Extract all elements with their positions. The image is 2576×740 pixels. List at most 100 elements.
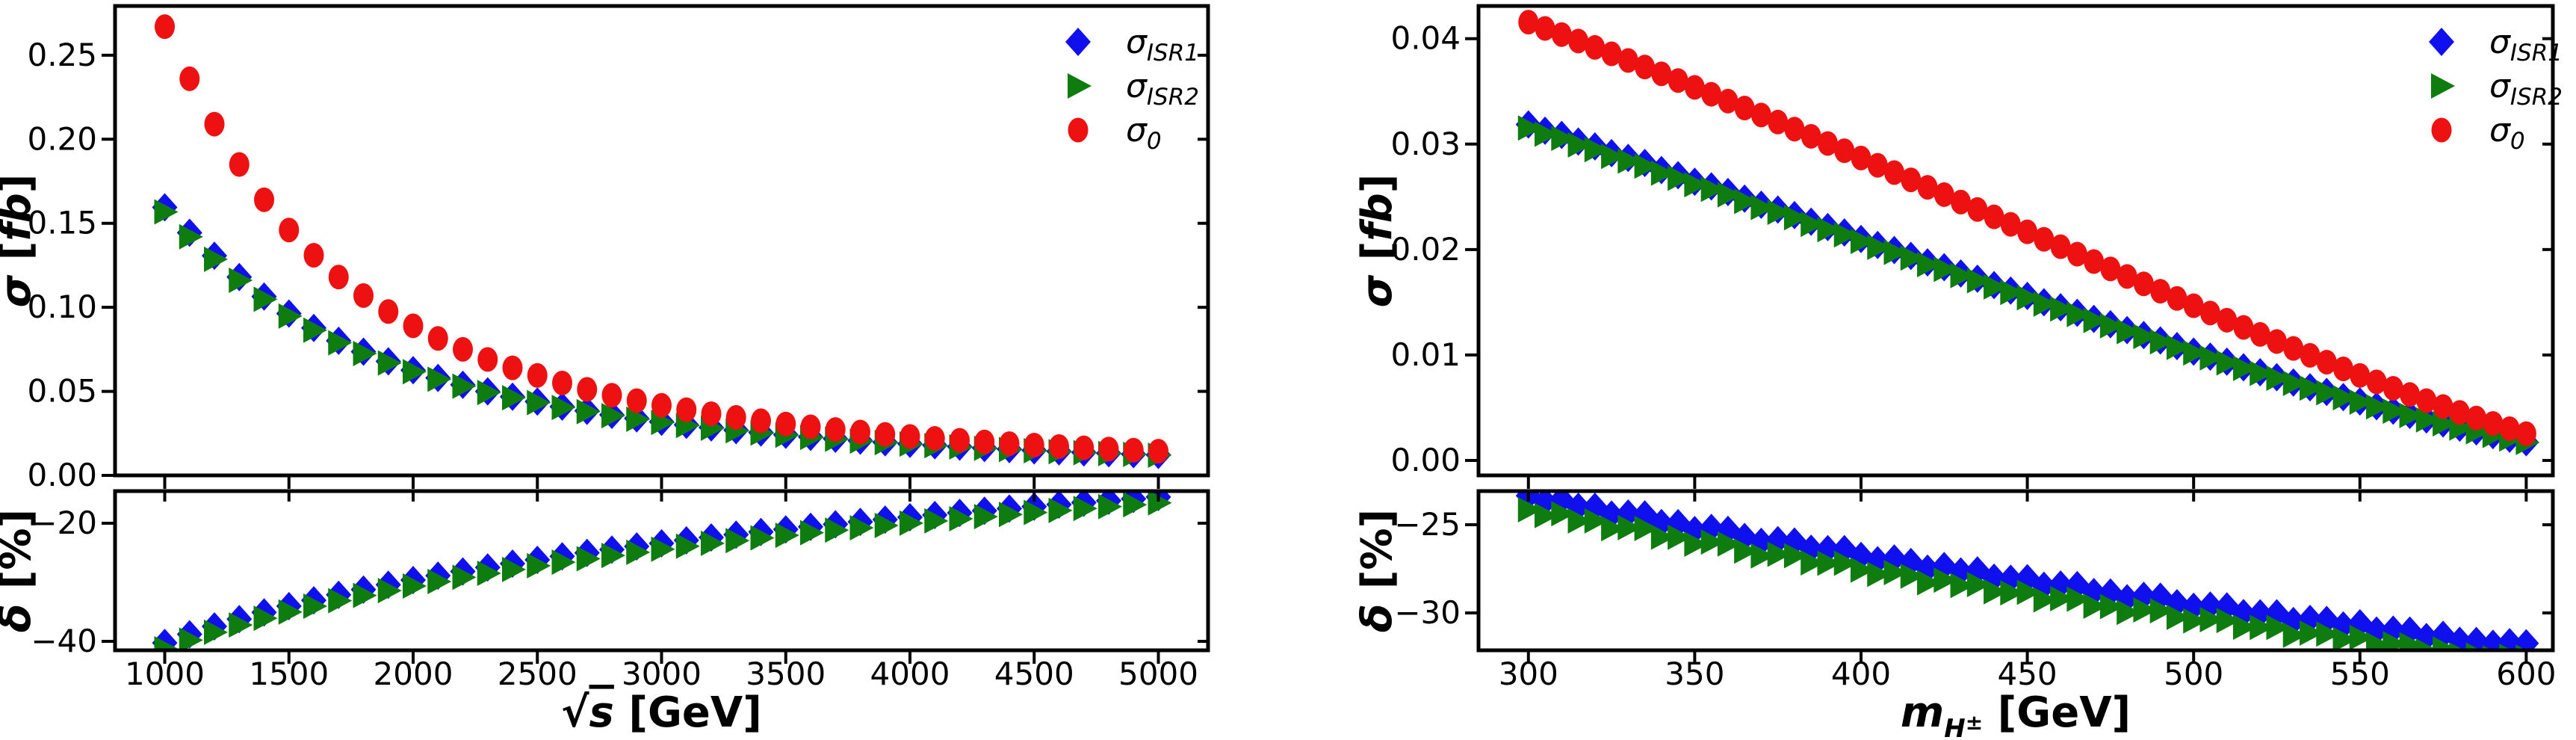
sigma_0-point (2515, 421, 2536, 446)
y-axis-tick-label: −30 (1394, 594, 1461, 631)
x-axis-tick-label: 4500 (994, 656, 1074, 692)
sigma_0-point (875, 422, 896, 447)
sigma_isr2-point (427, 366, 452, 392)
sigma_0-point (999, 431, 1020, 457)
sigma_isr2-point (1801, 550, 1825, 576)
sigma_0-point (2283, 336, 2304, 361)
sigma_isr2-point (1717, 531, 1741, 557)
sigma_0-point (1568, 28, 1589, 54)
sigma_isr2-point (1850, 557, 1874, 583)
y-axis-tick-label: 0.03 (1390, 126, 1461, 162)
sigma_isr2-point (353, 582, 377, 608)
sigma_isr2-point (2083, 593, 2108, 620)
sigma_0-point (626, 388, 647, 413)
sigma_isr2-point (1717, 182, 1741, 208)
sigma_0-point (2350, 363, 2371, 388)
sigma_isr2-point (1750, 543, 1775, 569)
sigma_isr2-point (1148, 491, 1172, 516)
sigma_isr2-point (1098, 493, 1122, 519)
sigma_isr2-point (775, 522, 799, 549)
sigma_0-point (2167, 286, 2188, 311)
y-axis-tick-label: −25 (1394, 506, 1461, 543)
sigma_isr2-point (2415, 407, 2440, 433)
sigma_isr2-point (1551, 501, 1576, 527)
sigma_0-point (775, 411, 796, 437)
sigma_0-point (2199, 300, 2220, 326)
legend-label: σ0 (2489, 111, 2525, 155)
sigma_isr2-point (1601, 144, 1626, 170)
sigma_0-point (453, 336, 473, 362)
sigma_0-point (800, 414, 821, 440)
sigma_0-point (427, 326, 448, 351)
sigma_isr2-point (626, 406, 651, 432)
delta-axis-label: δ [%] (0, 509, 40, 632)
x-axis-tick-label: 2500 (498, 656, 578, 692)
y-axis-tick-label: 0.00 (27, 457, 97, 493)
sigma_0-point (1768, 109, 1789, 135)
x-axis-tick-label: 600 (2496, 656, 2556, 692)
sigma_0-point (2316, 350, 2337, 375)
x-axis-tick-label: 350 (1665, 656, 1724, 692)
sigma_isr2-point (1750, 194, 1775, 221)
sigma_isr2-point (2300, 375, 2324, 401)
x-axis-tick-label: 550 (2330, 656, 2390, 692)
cross-section-vs-sqrt-s: 0.00 0.05 0.10 0.15 0.20 0.25 σ [fb] 1000 1500 20… (0, 4, 1210, 737)
sigma_isr2-point (1668, 165, 1692, 191)
sigma_isr2-point (303, 593, 327, 619)
sigma_0-point (725, 404, 746, 430)
sigma_isr2-point (1917, 252, 1942, 278)
sigma_0-point (378, 299, 399, 324)
sigma_0-point (2416, 388, 2437, 413)
sigma_isr2-point (2250, 614, 2274, 641)
sigma_0-point (1867, 152, 1888, 178)
circle-icon (2431, 117, 2452, 143)
sigma_0-point (204, 111, 225, 137)
sigma_0-point (1123, 437, 1144, 463)
sigma_isr2-point (1984, 579, 2008, 605)
sigma_0-point (601, 383, 622, 408)
sigma_0-point (2300, 342, 2320, 368)
sigma_isr2-point (2232, 355, 2257, 381)
sigma_isr2-point (1950, 262, 1975, 289)
sigma_0-point (1148, 439, 1168, 464)
sigma_isr2-point (278, 303, 303, 329)
sigma_0-point (1535, 16, 1555, 41)
sigma_isr2-point (1684, 172, 1709, 198)
sigma_isr2-point (253, 605, 278, 632)
sigma_0-point (2233, 315, 2254, 340)
sigma_0-point (2034, 226, 2055, 252)
triangle-right-icon (1068, 73, 1092, 99)
sigma_isr2-point (328, 330, 353, 356)
sigma_isr2-point (2199, 345, 2224, 371)
y-axis-tick-label: 0.25 (27, 37, 97, 73)
sigma_0-point (1684, 75, 1705, 100)
sigma_0-point (2366, 369, 2387, 395)
sigma_isr2-point (2000, 280, 2025, 306)
sigma_isr2-point (353, 340, 377, 366)
sigma_isr2-point (949, 505, 973, 531)
sigma_isr2-point (601, 543, 625, 569)
sigma_isr2-point (1783, 205, 1808, 231)
x-axis-label: √s [GeV] (561, 688, 762, 737)
cross-section-vs-sqrt-s-sigma-panel-data (152, 14, 1172, 469)
sigma_isr2-point (1535, 121, 1559, 147)
sigma_isr2-point (1551, 126, 1576, 152)
sigma_isr2-point (2399, 402, 2424, 428)
legend-item-sigma_isr1: σISR1 (1065, 23, 1199, 67)
x-axis-tick-label: 3500 (746, 656, 826, 692)
sigma_isr2-point (229, 612, 253, 638)
sigma_isr2-point (900, 510, 923, 536)
sigma_0-point (1801, 123, 1821, 149)
sigma_isr2-point (2282, 622, 2307, 648)
sigma_isr2-point (1783, 543, 1808, 569)
sigma_0-point (2100, 256, 2121, 282)
sigma_isr2-point (1024, 499, 1048, 525)
series-sigma_isr2 (154, 491, 1172, 650)
sigma_isr2-point (1883, 559, 1908, 585)
sigma_isr2-point (800, 519, 824, 546)
sigma_isr2-point (2117, 318, 2141, 345)
y-axis-tick-label: 0.15 (27, 205, 97, 241)
cross-section-vs-charged-higgs-mass-sigma-panel-frame (1476, 4, 2555, 478)
sigma_0-point (303, 242, 324, 268)
sigma_isr2-point (2117, 599, 2141, 626)
